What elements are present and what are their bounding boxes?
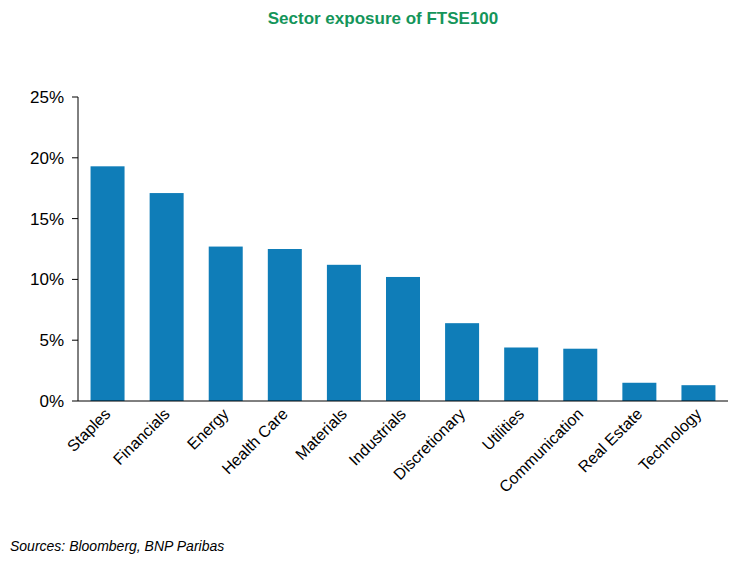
y-tick — [72, 218, 78, 219]
bar — [386, 277, 420, 401]
bars — [91, 166, 716, 401]
bar — [209, 247, 243, 401]
bar — [327, 265, 361, 401]
x-tick-label: Communication — [496, 405, 587, 496]
x-axis — [78, 401, 728, 402]
y-tick-label: 0% — [39, 392, 64, 411]
x-tick-label: Technology — [635, 405, 704, 474]
y-tick-label: 25% — [30, 88, 64, 107]
bar — [150, 193, 184, 401]
y-tick — [72, 401, 78, 402]
y-tick-label: 20% — [30, 149, 64, 168]
y-tick — [72, 97, 78, 98]
chart: Sector exposure of FTSE100 0% 5% 10% 15% 20% 2… — [0, 0, 750, 567]
bar — [563, 349, 597, 401]
x-tick-label: Energy — [184, 405, 232, 453]
y-tick-label: 15% — [30, 210, 64, 229]
bar — [268, 249, 302, 401]
bar — [91, 166, 125, 401]
y-tick — [72, 340, 78, 341]
bar — [681, 385, 715, 401]
y-tick-label: 10% — [30, 270, 64, 289]
x-tick-label: Real Estate — [575, 405, 646, 476]
x-tick-label: Staples — [64, 405, 114, 455]
y-tick — [72, 157, 78, 158]
x-tick-label: Financials — [110, 405, 173, 468]
source: Sources: Bloomberg, BNP Paribas — [10, 538, 224, 554]
y-axis — [78, 97, 79, 401]
bar — [445, 323, 479, 401]
x-tick-label: Discretionary — [390, 405, 468, 483]
bar — [622, 383, 656, 401]
y-tick-label: 5% — [39, 331, 64, 350]
x-tick-label: Health Care — [219, 405, 291, 477]
y-tick — [72, 279, 78, 280]
x-tick-label: Industrials — [346, 405, 410, 469]
x-tick-label: Materials — [292, 405, 350, 463]
x-tick-label: Utilities — [479, 405, 527, 453]
title: Sector exposure of FTSE100 — [268, 9, 499, 28]
bar — [504, 347, 538, 401]
